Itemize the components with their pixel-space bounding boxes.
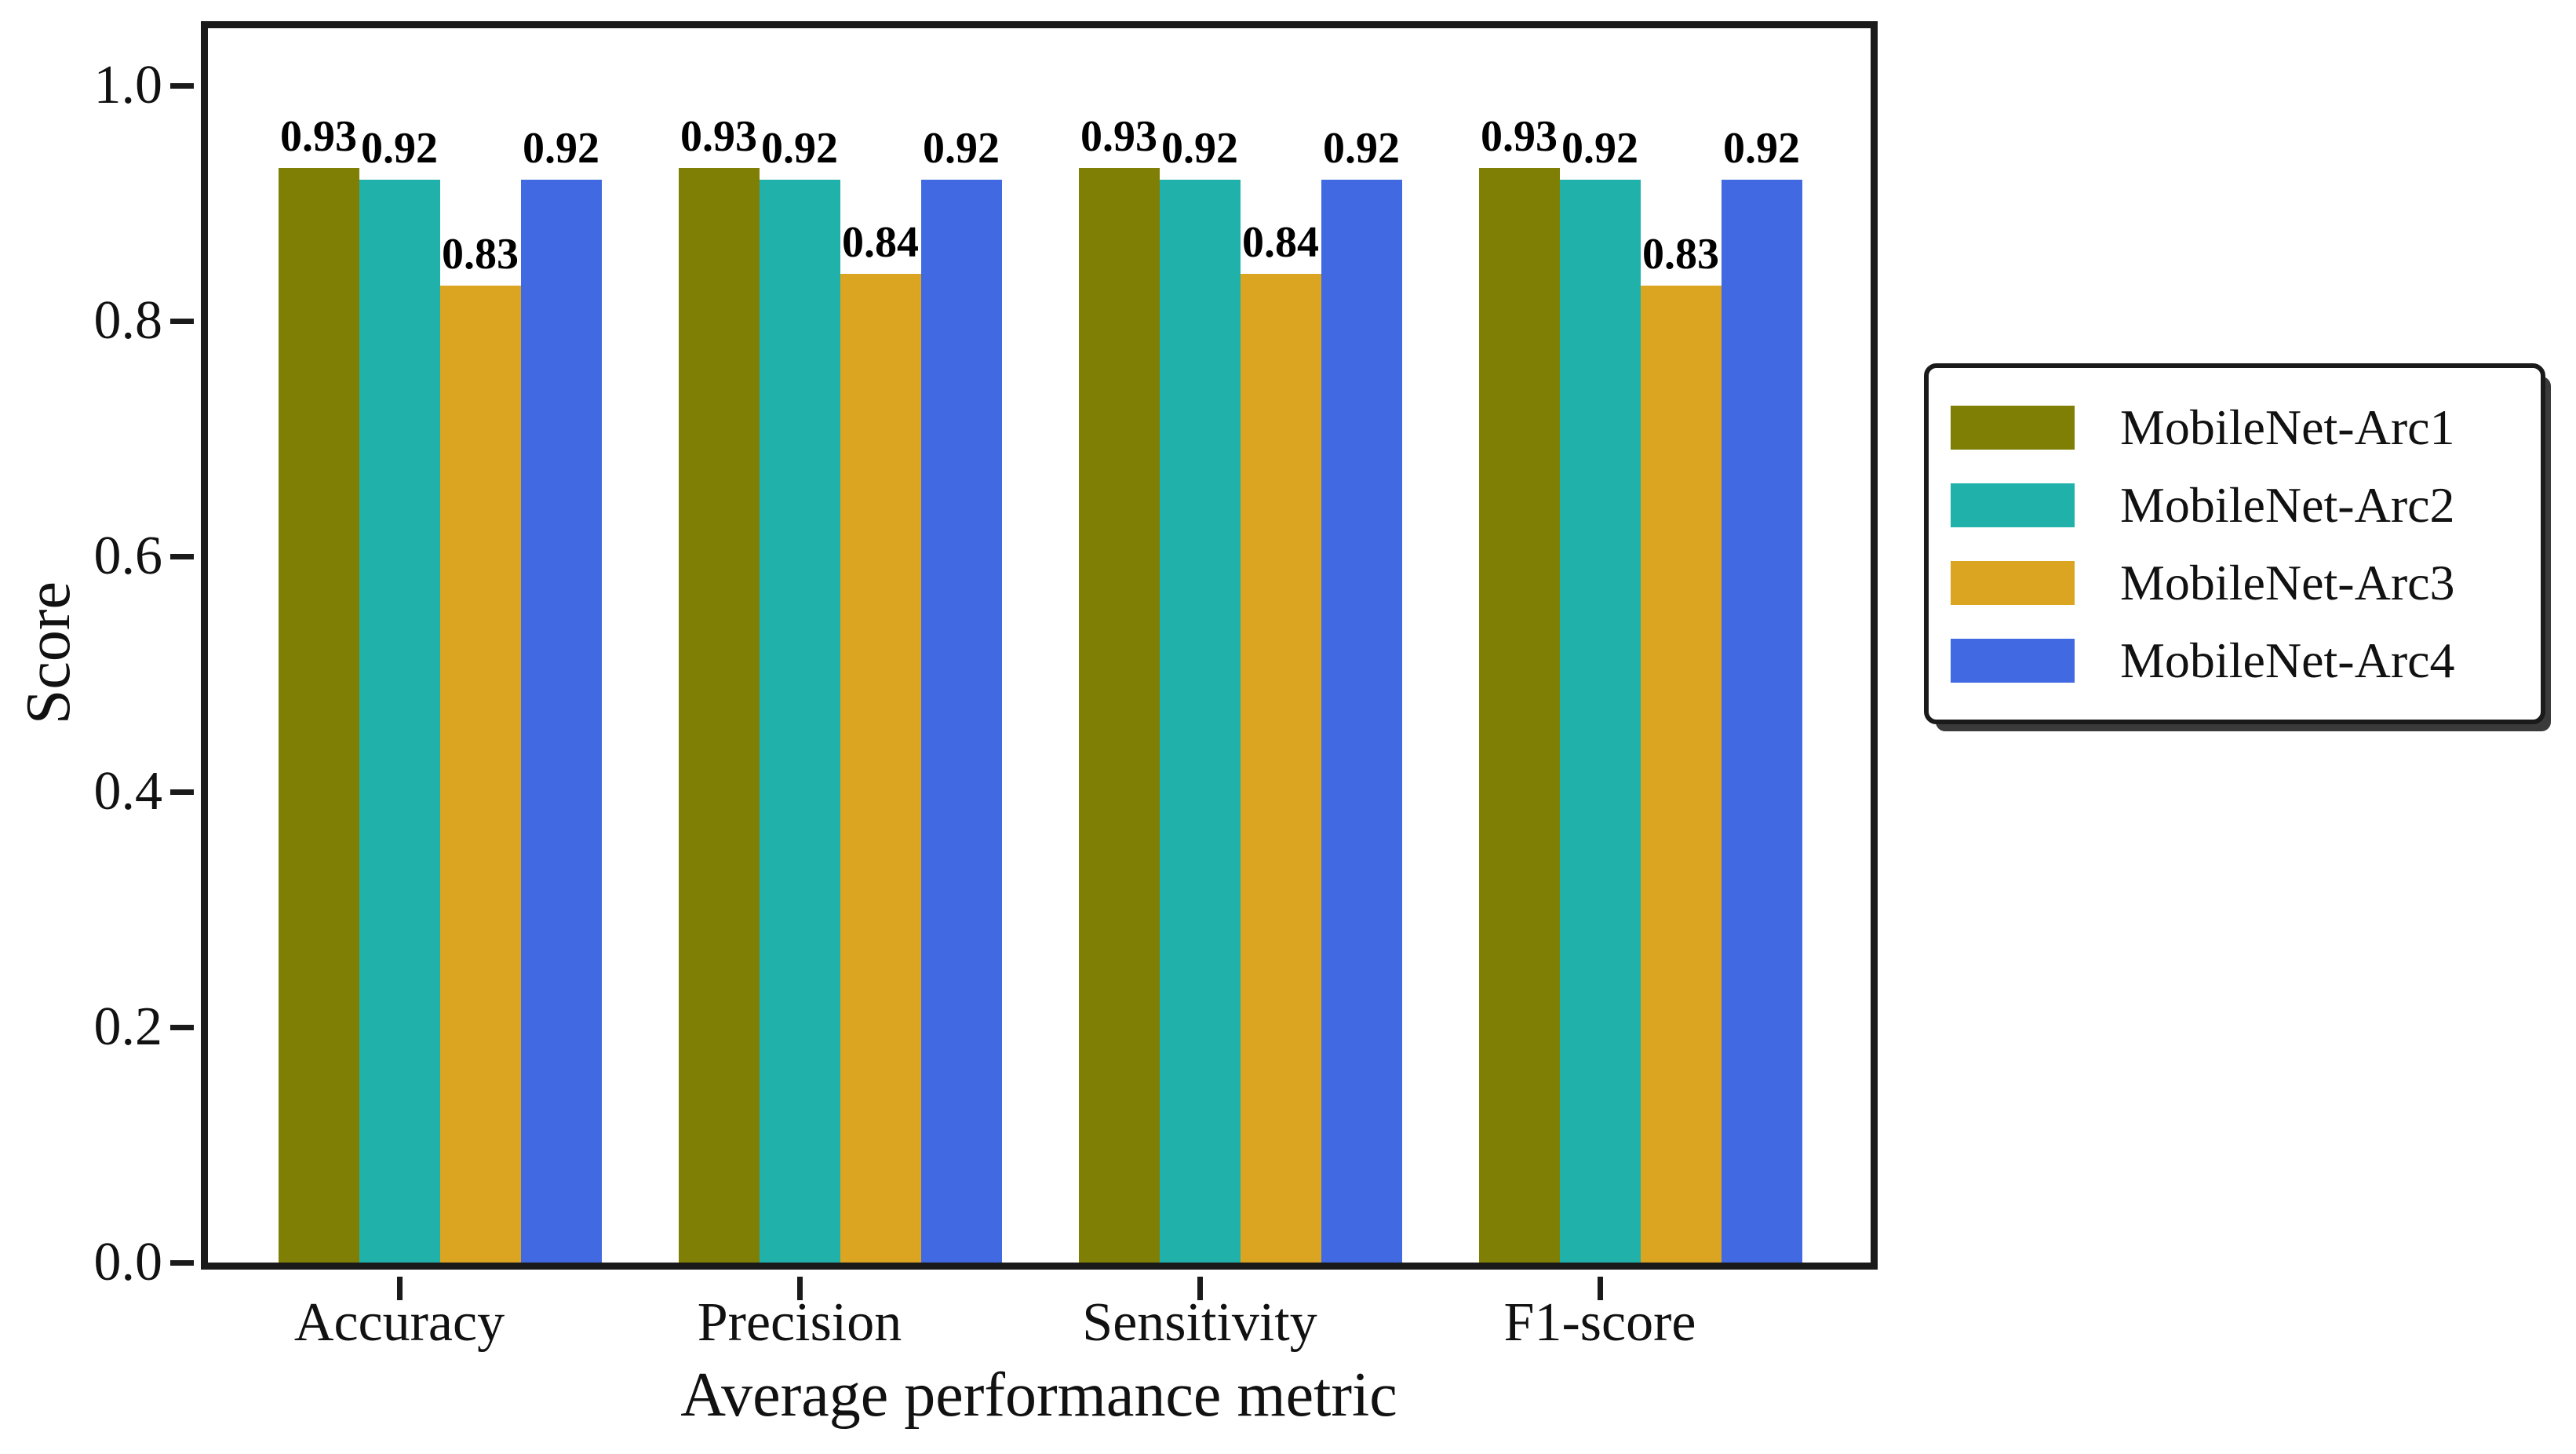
y-axis-title: Score bbox=[14, 581, 83, 725]
legend-label: MobileNet-Arc2 bbox=[2120, 476, 2455, 533]
bar-value-label: 0.92 bbox=[1323, 124, 1400, 173]
legend: MobileNet-Arc1 MobileNet-Arc2 MobileNet-Ar… bbox=[1924, 363, 2545, 724]
legend-swatch bbox=[1951, 405, 2075, 450]
x-tick-mark bbox=[1597, 1277, 1603, 1300]
plot-area: 0.0 0.2 0.4 0.6 0.8 1.0 Accuracy Precision Sensi… bbox=[94, 21, 1878, 1350]
x-tick-mark bbox=[396, 1277, 403, 1300]
x-tick-label: F1-score bbox=[1503, 1292, 1696, 1353]
bar-MobileNet-Arc4-Precision bbox=[920, 180, 1002, 1263]
y-tick-mark bbox=[170, 553, 194, 559]
y-tick-mark bbox=[170, 82, 194, 89]
bar-value-label: 0.84 bbox=[1242, 218, 1319, 267]
y-tick-label: 0.4 bbox=[93, 761, 163, 822]
bar-MobileNet-Arc4-Accuracy bbox=[520, 180, 602, 1263]
legend-label: MobileNet-Arc4 bbox=[2120, 632, 2455, 688]
legend-entry: MobileNet-Arc3 bbox=[1951, 544, 2519, 621]
y-tick-mark bbox=[170, 789, 194, 795]
y-tick-label: 0.0 bbox=[93, 1232, 163, 1292]
bar-value-label: 0.92 bbox=[361, 124, 438, 173]
x-tick-mark bbox=[796, 1277, 803, 1300]
bar-value-label: 0.93 bbox=[1481, 112, 1558, 161]
bar-MobileNet-Arc1-F1-score bbox=[1478, 168, 1560, 1263]
legend-entry: MobileNet-Arc2 bbox=[1951, 466, 2519, 544]
bar-MobileNet-Arc3-Sensitivity bbox=[1240, 274, 1321, 1263]
legend-entry: MobileNet-Arc1 bbox=[1951, 388, 2519, 466]
bar-MobileNet-Arc2-Precision bbox=[759, 180, 840, 1263]
bar-MobileNet-Arc2-Sensitivity bbox=[1159, 180, 1241, 1263]
bar-MobileNet-Arc3-F1-score bbox=[1640, 286, 1722, 1263]
x-tick-label: Sensitivity bbox=[1082, 1292, 1317, 1353]
bar-value-label: 0.92 bbox=[1723, 124, 1800, 173]
x-tick-mark bbox=[1197, 1277, 1203, 1300]
y-tick-mark bbox=[170, 1259, 194, 1266]
y-tick-label: 0.6 bbox=[93, 526, 163, 586]
bar-value-label: 0.84 bbox=[842, 218, 919, 267]
bar-MobileNet-Arc2-F1-score bbox=[1559, 180, 1641, 1263]
x-tick-label: Precision bbox=[697, 1292, 902, 1353]
bar-MobileNet-Arc3-Accuracy bbox=[439, 286, 521, 1263]
bar-MobileNet-Arc1-Accuracy bbox=[278, 168, 359, 1263]
bar-MobileNet-Arc1-Sensitivity bbox=[1078, 168, 1160, 1263]
y-tick-mark bbox=[170, 318, 194, 324]
y-tick-label: 0.8 bbox=[93, 290, 163, 351]
legend-swatch bbox=[1951, 638, 2075, 683]
bar-value-label: 0.93 bbox=[1080, 112, 1157, 161]
bar-value-label: 0.83 bbox=[1642, 230, 1719, 279]
bar-MobileNet-Arc3-Precision bbox=[840, 274, 921, 1263]
bar-MobileNet-Arc2-Accuracy bbox=[359, 180, 440, 1263]
y-tick-label: 0.2 bbox=[93, 997, 163, 1057]
bar-value-label: 0.93 bbox=[280, 112, 357, 161]
bar-value-label: 0.92 bbox=[761, 124, 838, 173]
x-tick-label: Accuracy bbox=[293, 1292, 505, 1353]
bar-value-label: 0.92 bbox=[523, 124, 599, 173]
bar-value-label: 0.93 bbox=[680, 112, 757, 161]
legend-label: MobileNet-Arc1 bbox=[2120, 399, 2455, 455]
y-tick-mark bbox=[170, 1024, 194, 1030]
x-axis-title: Average performance metric bbox=[680, 1361, 1397, 1430]
bar-value-label: 0.92 bbox=[1161, 124, 1238, 173]
bar-value-label: 0.83 bbox=[442, 230, 519, 279]
bar-value-label: 0.92 bbox=[1561, 124, 1638, 173]
legend-swatch bbox=[1951, 483, 2075, 527]
y-tick-label: 1.0 bbox=[93, 55, 163, 115]
legend-label: MobileNet-Arc3 bbox=[2120, 554, 2455, 610]
bar-MobileNet-Arc1-Precision bbox=[678, 168, 760, 1263]
bar-MobileNet-Arc4-Sensitivity bbox=[1321, 180, 1402, 1263]
legend-swatch bbox=[1951, 560, 2075, 605]
bar-value-label: 0.92 bbox=[923, 124, 1000, 173]
legend-entry: MobileNet-Arc4 bbox=[1951, 621, 2519, 699]
bar-MobileNet-Arc4-F1-score bbox=[1721, 180, 1802, 1263]
